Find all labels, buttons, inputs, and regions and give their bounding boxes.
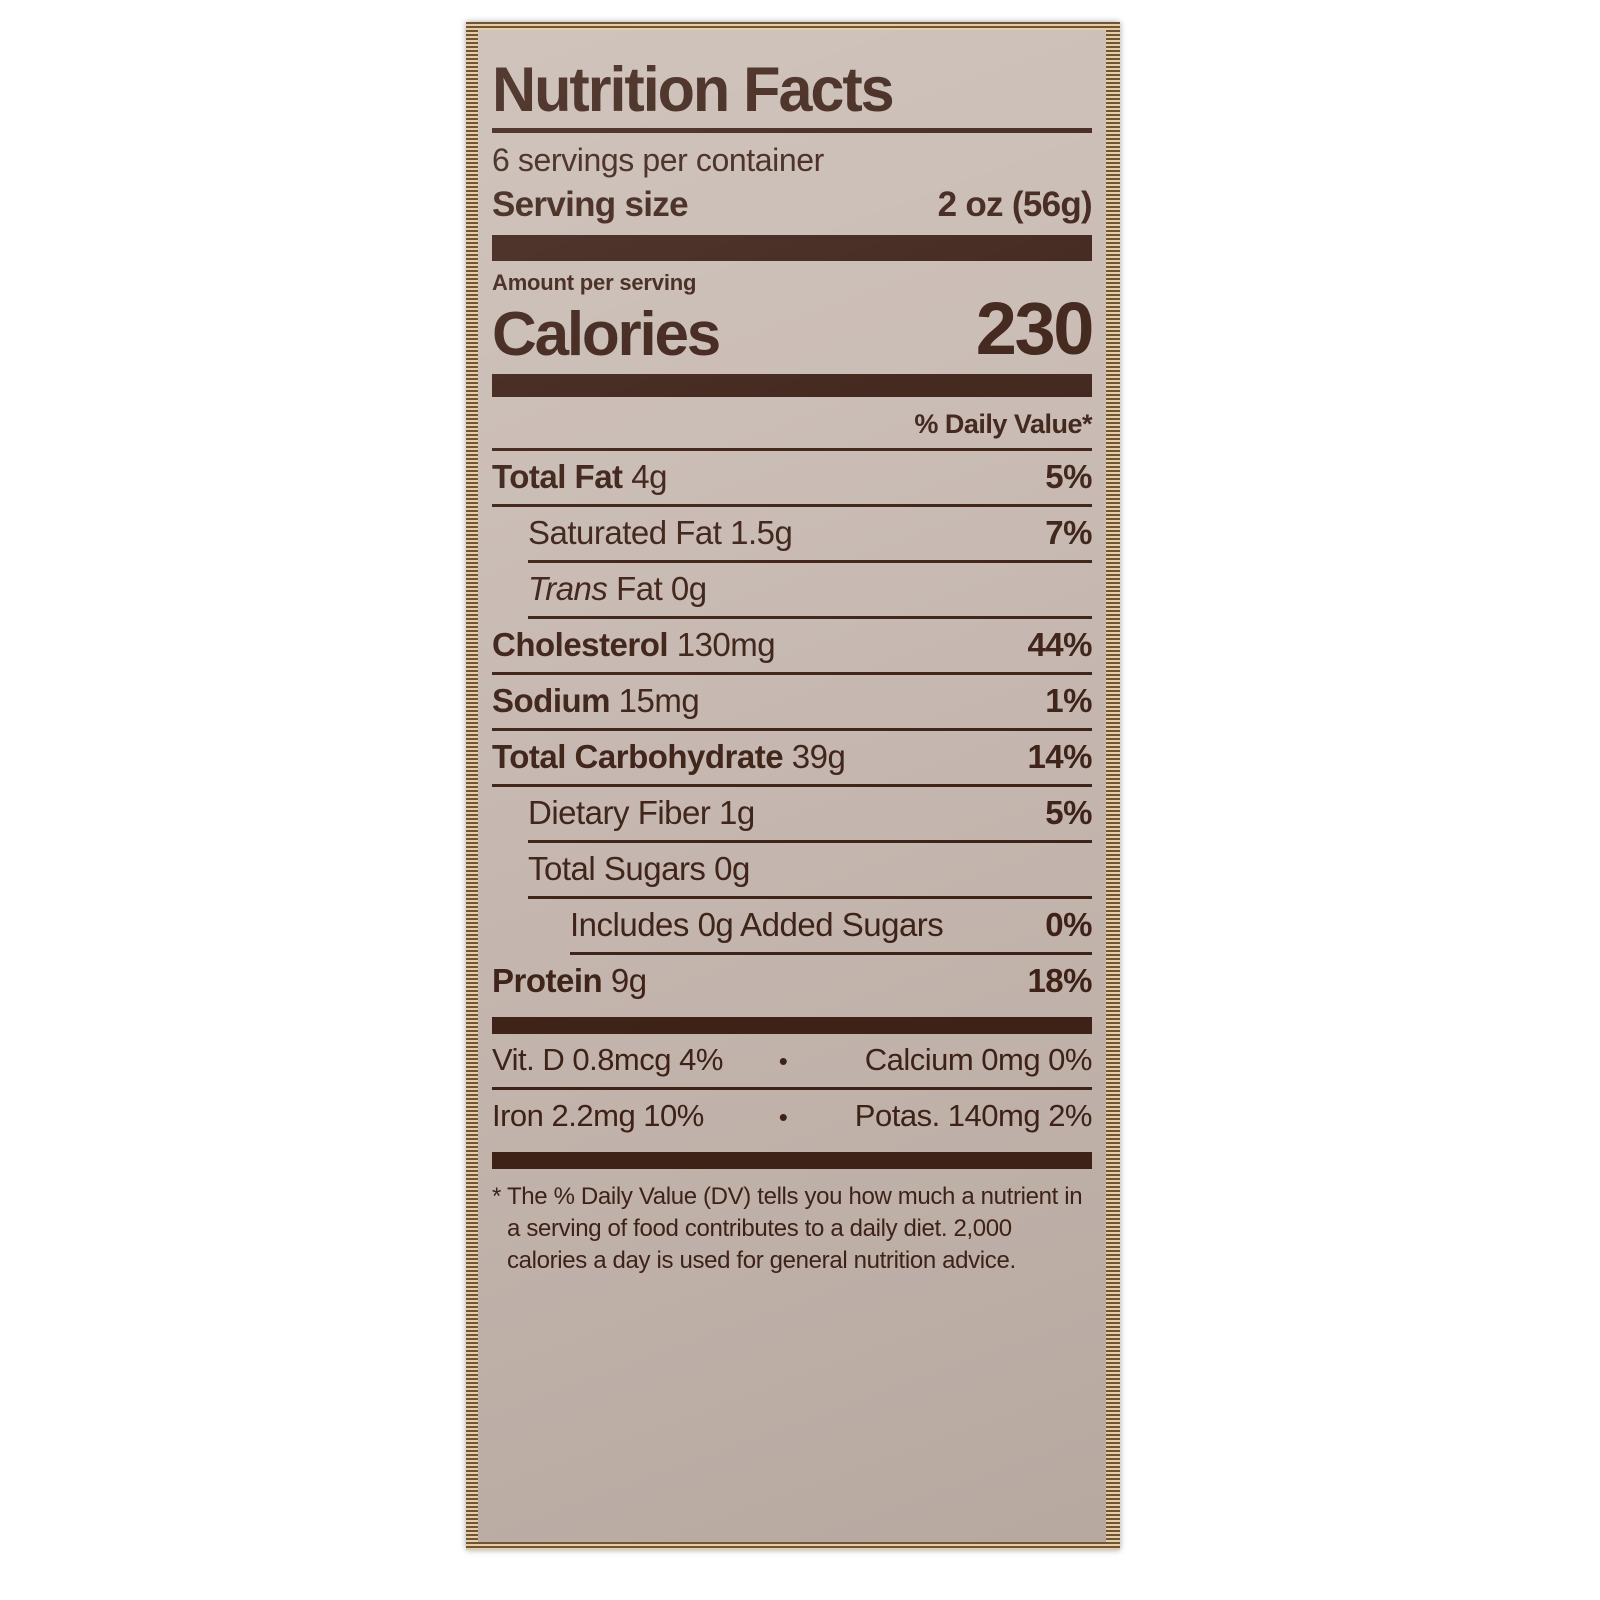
- nutrient-name: Protein: [492, 961, 603, 999]
- micronutrient-row: Iron 2.2mg 10% • Potas. 140mg 2%: [492, 1090, 1093, 1143]
- nutrient-name-amount: Cholesterol 130mg: [492, 625, 776, 664]
- calories-value: 230: [975, 286, 1095, 370]
- serving-size-label: Serving size: [492, 184, 689, 224]
- bullet-separator-icon: •: [778, 1101, 788, 1132]
- nutrient-name-amount: Trans Fat 0g: [528, 570, 707, 608]
- nutrient-list: Total Fat 4g 5% Saturated Fat 1.5g 7% Trans …: [492, 451, 1092, 1008]
- nutrient-row: Saturated Fat 1.5g 7%: [528, 507, 1092, 563]
- nutrient-row: Sodium 15mg 1%: [492, 675, 1092, 731]
- footnote-star: *: [492, 1182, 501, 1210]
- nutrient-name: Includes 0g Added Sugars: [570, 905, 944, 943]
- micronutrient-right: Calcium 0mg 0%: [864, 1041, 1093, 1077]
- servings-per-container: 6 servings per container: [492, 141, 824, 178]
- nutrient-daily-value: 18%: [1027, 961, 1092, 999]
- nutrient-daily-value: 14%: [1027, 737, 1092, 775]
- label-title: Nutrition Facts: [492, 55, 895, 125]
- nutrient-amount: 39g: [783, 737, 846, 775]
- nutrient-amount: 4g: [622, 457, 667, 495]
- nutrient-name-amount: Total Fat 4g: [492, 458, 667, 496]
- nutrient-name: Dietary Fiber: [528, 793, 711, 831]
- nutrient-amount: 1.5g: [721, 513, 793, 551]
- nutrient-name: Total Fat: [492, 457, 623, 495]
- nutrient-daily-value: 1%: [1045, 681, 1092, 719]
- nutrition-facts-label: Nutrition Facts 6 servings per container…: [478, 30, 1106, 1542]
- nutrient-row: Cholesterol 130mg 44%: [492, 619, 1092, 675]
- nutrient-daily-value: 7%: [1045, 513, 1092, 551]
- nutrient-daily-value: 5%: [1045, 793, 1092, 831]
- footnote: * The % Daily Value (DV) tells you how m…: [492, 1181, 1092, 1277]
- micronutrient-list: Vit. D 0.8mcg 4% • Calcium 0mg 0% Iron 2.2m…: [492, 1034, 1093, 1143]
- daily-value-header: % Daily Value*: [914, 408, 1092, 439]
- nutrient-row: Trans Fat 0g: [528, 563, 1092, 619]
- amount-per-serving-label: Amount per serving: [492, 269, 697, 295]
- nutrient-amount: 0g: [705, 849, 750, 887]
- micronutrient-left: Iron 2.2mg 10%: [492, 1097, 704, 1133]
- nutrient-name-amount: Saturated Fat 1.5g: [528, 513, 793, 552]
- nutrient-amount: 15mg: [610, 681, 700, 719]
- nutrient-name: Cholesterol: [492, 625, 669, 663]
- micronutrient-right: Potas. 140mg 2%: [854, 1097, 1093, 1133]
- calories-label: Calories: [492, 299, 721, 369]
- nutrient-name: Trans: [528, 569, 608, 607]
- serving-size-value: 2 oz (56g): [937, 184, 1093, 224]
- nutrient-name: Saturated Fat: [528, 513, 722, 551]
- daily-value-underline: [492, 447, 1092, 451]
- nutrient-name: Total Sugars: [528, 849, 706, 887]
- nutrient-amount: 9g: [602, 961, 647, 999]
- nutrient-name: Sodium: [492, 681, 611, 719]
- footnote-text: The % Daily Value (DV) tells you how muc…: [507, 1182, 1083, 1275]
- nutrient-row: Dietary Fiber 1g 5%: [528, 787, 1092, 843]
- nutrient-row: Total Sugars 0g: [528, 843, 1092, 899]
- nutrient-amount: Fat 0g: [607, 569, 707, 607]
- nutrient-row: Total Carbohydrate 39g 14%: [492, 731, 1092, 787]
- calories-row: Calories 230: [492, 286, 1095, 370]
- thick-divider-top: [492, 234, 1092, 261]
- nutrient-daily-value: 44%: [1027, 625, 1092, 663]
- nutrient-name-amount: Includes 0g Added Sugars: [570, 905, 944, 944]
- nutrient-daily-value: 5%: [1045, 457, 1092, 495]
- nutrient-amount: 1g: [710, 793, 755, 831]
- nutrient-name: Total Carbohydrate: [492, 737, 784, 775]
- thick-divider-footnote: [492, 1151, 1092, 1169]
- nutrient-name-amount: Protein 9g: [492, 962, 647, 1000]
- nutrient-name-amount: Sodium 15mg: [492, 681, 700, 720]
- serving-size-row: Serving size 2 oz (56g): [492, 184, 1093, 225]
- nutrient-name-amount: Dietary Fiber 1g: [528, 794, 755, 832]
- thick-divider-protein: [492, 1016, 1092, 1034]
- nutrient-daily-value: 0%: [1045, 905, 1092, 943]
- title-underline: [492, 127, 1092, 133]
- nutrient-row: Includes 0g Added Sugars 0%: [570, 899, 1092, 955]
- micronutrient-left: Vit. D 0.8mcg 4%: [492, 1041, 723, 1077]
- nutrient-row: Protein 9g 18%: [492, 955, 1092, 1008]
- nutrient-amount: 130mg: [668, 625, 776, 663]
- package-photo-panel: Nutrition Facts 6 servings per container…: [466, 22, 1120, 1550]
- micronutrient-row: Vit. D 0.8mcg 4% • Calcium 0mg 0%: [492, 1034, 1093, 1090]
- nutrient-row: Total Fat 4g 5%: [492, 451, 1092, 507]
- nutrient-name-amount: Total Carbohydrate 39g: [492, 737, 846, 776]
- thick-divider-calories: [492, 373, 1092, 397]
- bullet-separator-icon: •: [778, 1045, 788, 1076]
- nutrient-name-amount: Total Sugars 0g: [528, 850, 750, 888]
